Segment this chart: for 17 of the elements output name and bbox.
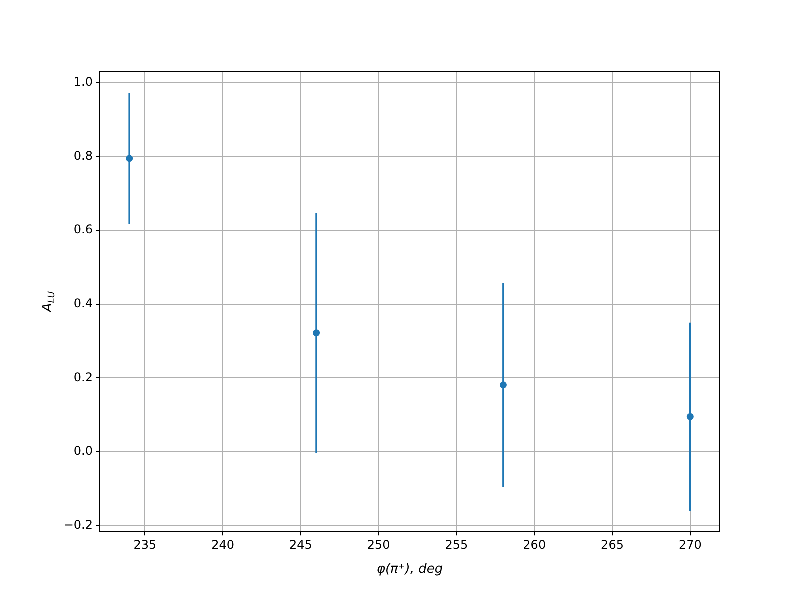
x-tick-label: 270 xyxy=(678,538,702,552)
x-tick-label: 240 xyxy=(212,538,235,552)
x-tick-label: 265 xyxy=(601,538,624,552)
x-axis-title: φ(π⁺), deg xyxy=(376,562,444,577)
y-tick-label: 1.0 xyxy=(74,75,93,90)
x-tick-label: 245 xyxy=(290,538,312,552)
y-axis-title: ALU xyxy=(40,291,58,314)
x-tick-label: 250 xyxy=(367,538,390,552)
y-tick-label: 0.6 xyxy=(74,222,93,237)
y-tick-label: 0.2 xyxy=(74,370,93,384)
y-tick-label: −0.2 xyxy=(64,518,93,532)
x-tick-label: 255 xyxy=(445,538,468,552)
y-tick-label: 0.0 xyxy=(74,444,93,458)
y-tick-label: 0.8 xyxy=(74,148,93,163)
y-tick-label: 0.4 xyxy=(74,296,93,311)
x-tick-label: 260 xyxy=(523,538,546,552)
x-tick-label: 235 xyxy=(134,538,157,552)
